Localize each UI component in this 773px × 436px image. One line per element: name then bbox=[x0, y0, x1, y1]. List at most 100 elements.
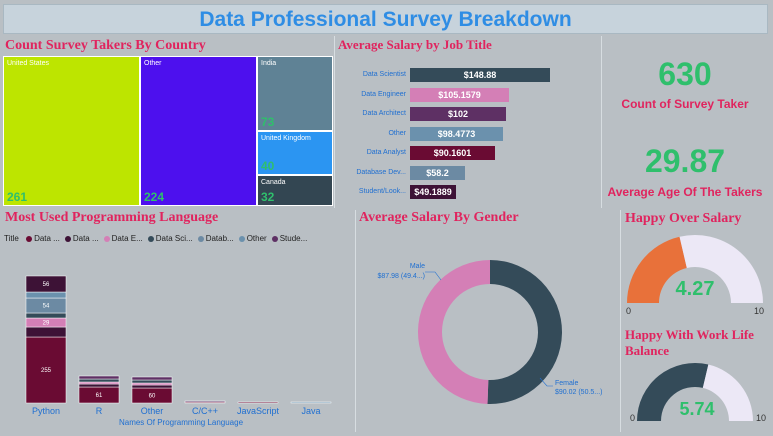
legend-dot-icon bbox=[238, 235, 245, 242]
treemap-cell-india[interactable]: India 73 bbox=[257, 56, 333, 131]
kpi-panel: 630 Count of Survey Taker 29.87 Average … bbox=[602, 36, 768, 208]
stacked-bar-segment[interactable] bbox=[78, 383, 120, 388]
job-salary-bar[interactable] bbox=[410, 165, 465, 180]
gauge-value: 4.27 bbox=[675, 278, 715, 300]
gauge-fill bbox=[637, 363, 709, 421]
male-label: Male bbox=[409, 263, 425, 270]
segment-label: 54 bbox=[43, 304, 50, 310]
stacked-bar-segment[interactable] bbox=[25, 326, 67, 338]
job-salary-bar[interactable] bbox=[410, 146, 495, 160]
legend-item[interactable]: Data Sci... bbox=[143, 234, 193, 243]
stacked-bar-segment[interactable] bbox=[25, 336, 67, 404]
treemap-cell-canada[interactable]: Canada 32 bbox=[257, 175, 333, 206]
age-value: 29.87 bbox=[644, 143, 726, 179]
legend-label: Data ... bbox=[72, 234, 99, 243]
treemap-cell-united-kingdom[interactable]: United Kingdom 40 bbox=[257, 131, 333, 175]
treemap-value: 224 bbox=[144, 190, 165, 204]
legend-item[interactable]: Other bbox=[234, 234, 267, 243]
dashboard-title: Data Professional Survey Breakdown bbox=[199, 8, 572, 31]
job-salary-title: Average Salary by Job Title bbox=[338, 37, 492, 52]
stacked-bar-segment[interactable] bbox=[131, 384, 173, 389]
happy-salary-panel: Happy Over Salary 4.27 0 10 bbox=[622, 210, 768, 324]
treemap-value: 73 bbox=[261, 115, 275, 129]
stacked-bar-segment[interactable] bbox=[78, 375, 120, 380]
legend-title: Title bbox=[4, 234, 19, 243]
stacked-bar-segment[interactable] bbox=[25, 312, 67, 319]
job-salary-bar[interactable] bbox=[410, 87, 509, 102]
happy-wlb-title: Happy With Work Life Balance bbox=[625, 327, 754, 358]
job-label: Data Analyst bbox=[366, 149, 406, 156]
divider bbox=[620, 210, 621, 432]
legend-item[interactable]: Data ... bbox=[21, 234, 60, 243]
x-tick-label: R bbox=[96, 406, 103, 416]
x-tick-label: JavaScript bbox=[237, 406, 280, 416]
donut-slice-male[interactable] bbox=[417, 260, 490, 404]
job-salary-panel: Average Salary by Job Title Data Scienti… bbox=[336, 36, 600, 208]
divider bbox=[355, 210, 356, 432]
stacked-bar-segment[interactable] bbox=[131, 376, 173, 381]
legend-item[interactable]: Data ... bbox=[60, 234, 99, 243]
divider bbox=[601, 36, 602, 208]
treemap-label: Canada bbox=[261, 179, 286, 186]
gauge-min: 0 bbox=[630, 413, 636, 423]
job-salary-bar[interactable] bbox=[410, 68, 550, 82]
legend-dot-icon bbox=[271, 235, 278, 242]
count-value: 630 bbox=[658, 56, 712, 92]
job-salary-value: $148.88 bbox=[463, 70, 497, 80]
stacked-bar-segment[interactable] bbox=[184, 400, 226, 403]
legend-dot-icon bbox=[26, 235, 33, 242]
x-tick-label: Python bbox=[32, 406, 60, 416]
stacked-bar-segment[interactable] bbox=[131, 379, 173, 384]
stacked-bar-segment[interactable] bbox=[25, 275, 67, 293]
gauge-track bbox=[702, 364, 753, 421]
gauge-max: 10 bbox=[756, 413, 767, 423]
job-salary-bar[interactable] bbox=[410, 107, 506, 121]
treemap-label: Other bbox=[144, 60, 162, 67]
legend-item[interactable]: Data E... bbox=[99, 234, 143, 243]
legend-item[interactable]: Datab... bbox=[193, 234, 234, 243]
segment-label: 29 bbox=[43, 321, 50, 327]
job-salary-bar[interactable] bbox=[410, 185, 456, 199]
stacked-bar-segment[interactable] bbox=[237, 401, 279, 404]
country-panel: Count Survey Takers By Country United St… bbox=[3, 36, 333, 208]
legend-label: Data E... bbox=[111, 234, 143, 243]
segment-label: 255 bbox=[41, 368, 52, 374]
job-label: Database Dev... bbox=[356, 168, 406, 176]
job-label: Other bbox=[388, 129, 406, 137]
treemap-cell-other[interactable]: Other 224 bbox=[140, 56, 257, 206]
legend-label: Data ... bbox=[34, 234, 60, 243]
x-tick-label: C/C++ bbox=[192, 406, 218, 416]
gender-donut-chart bbox=[417, 260, 562, 404]
segment-label: 61 bbox=[96, 393, 103, 399]
job-salary-value: $90.1601 bbox=[433, 148, 472, 158]
donut-slice-female[interactable] bbox=[487, 260, 562, 404]
x-tick-label: Java bbox=[301, 406, 320, 416]
legend-label: Data Sci... bbox=[155, 234, 193, 243]
stacked-bar-segment[interactable] bbox=[131, 382, 173, 386]
job-label: Student/Look... bbox=[358, 188, 406, 195]
male-leader-line bbox=[425, 271, 442, 281]
legend-label: Datab... bbox=[205, 234, 234, 243]
stacked-bar-segment[interactable] bbox=[25, 291, 67, 299]
legend-dot-icon bbox=[64, 235, 71, 242]
treemap-cell-united-states[interactable]: United States 261 bbox=[3, 56, 140, 206]
job-salary-value: $49.1889 bbox=[414, 187, 452, 197]
treemap-label: India bbox=[261, 60, 277, 67]
job-salary-value: $58.2 bbox=[426, 167, 449, 178]
stacked-bar-segment[interactable] bbox=[78, 378, 120, 383]
job-salary-value: $102 bbox=[447, 109, 469, 119]
gender-panel: Average Salary By Gender Male $87.98 (49… bbox=[357, 210, 619, 432]
female-label: Female bbox=[555, 380, 579, 387]
languages-panel: Most Used Programming Language Title Dat… bbox=[3, 210, 353, 432]
legend-item[interactable]: Stude... bbox=[267, 234, 307, 243]
male-value: $87.98 (49.4...) bbox=[377, 273, 425, 280]
job-label: Data Scientist bbox=[362, 71, 406, 78]
stacked-bar-segment[interactable] bbox=[290, 401, 332, 404]
stacked-bar-segment[interactable] bbox=[78, 381, 120, 385]
job-salary-bar[interactable] bbox=[410, 126, 503, 141]
gauge-max: 10 bbox=[754, 306, 765, 316]
gender-title: Average Salary By Gender bbox=[359, 210, 519, 225]
job-salary-value: $98.4773 bbox=[437, 128, 476, 139]
treemap-value: 40 bbox=[261, 159, 275, 173]
female-value: $90.02 (50.5...) bbox=[555, 389, 603, 396]
